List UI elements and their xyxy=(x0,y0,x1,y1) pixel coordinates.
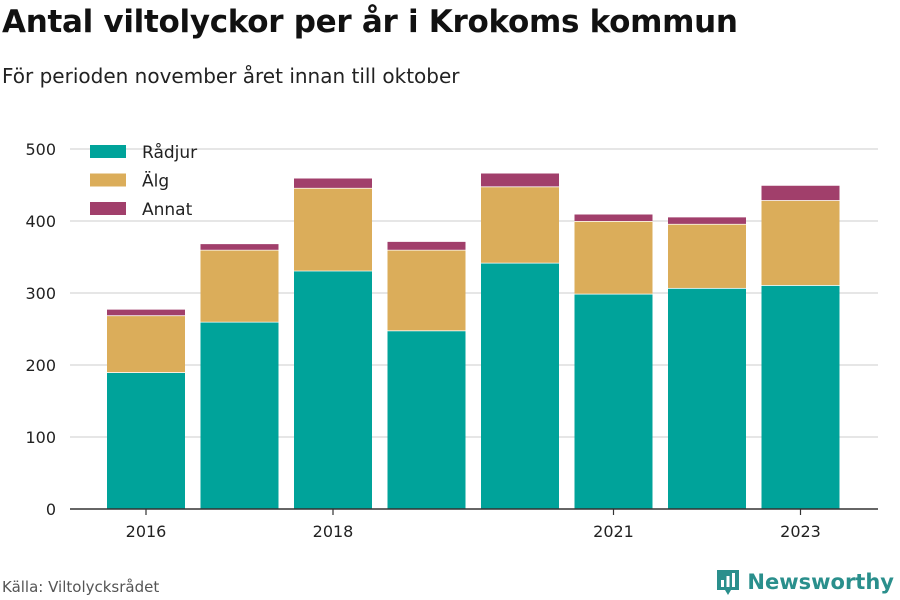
bar-segment xyxy=(107,308,185,316)
bar-segment xyxy=(481,172,559,187)
bar-segment xyxy=(107,372,185,509)
y-tick-label: 500 xyxy=(25,140,56,159)
bar-segment xyxy=(574,293,653,509)
x-tick-label: 2018 xyxy=(313,522,354,541)
bar-segment xyxy=(107,315,185,373)
legend-label: Älg xyxy=(142,171,169,192)
bar-segment xyxy=(668,223,746,288)
x-tick-label: 2023 xyxy=(780,522,821,541)
stacked-bar-chart: 0 100 200 300 400 500 2016 2018 2021 2023 Rådjur Äl… xyxy=(25,140,878,541)
bar-segment xyxy=(574,213,653,221)
bar-segment xyxy=(761,285,840,509)
bar-segment xyxy=(761,185,840,201)
y-tick-label: 0 xyxy=(46,500,56,519)
bar-segment xyxy=(481,262,559,509)
x-tick-label: 2016 xyxy=(126,522,167,541)
bar-segment xyxy=(387,241,466,250)
y-tick-label: 300 xyxy=(25,284,56,303)
bar-segment xyxy=(481,186,559,263)
brand-logo: Newsworthy xyxy=(715,568,894,596)
bar-segment xyxy=(574,221,653,294)
chart-title: Antal viltolyckor per år i Krokoms kommu… xyxy=(2,4,738,40)
bar-segment xyxy=(294,187,372,271)
chart-subtitle: För perioden november året innan till ok… xyxy=(2,64,460,88)
bar-segment xyxy=(200,243,279,250)
legend-swatch xyxy=(90,145,126,158)
legend-label: Rådjur xyxy=(142,142,197,163)
legend-swatch xyxy=(90,173,126,187)
source-note: Källa: Viltolycksrådet xyxy=(2,578,160,596)
legend-swatch xyxy=(90,202,126,215)
bar-segment xyxy=(294,270,372,509)
y-tick-label: 100 xyxy=(25,428,56,447)
bar-segment xyxy=(200,321,279,509)
brand-name: Newsworthy xyxy=(747,570,894,594)
bar-segment xyxy=(387,330,466,509)
y-tick-label: 400 xyxy=(25,212,56,231)
bar-segment xyxy=(668,287,746,509)
y-tick-label: 200 xyxy=(25,356,56,375)
bar-segment xyxy=(668,216,746,224)
legend-label: Annat xyxy=(142,200,193,220)
bar-segment xyxy=(761,200,840,286)
newsworthy-logo-icon xyxy=(717,570,740,595)
bar-segment xyxy=(200,249,279,322)
x-tick-label: 2021 xyxy=(593,522,634,541)
bar-segment xyxy=(387,249,466,331)
bar-segment xyxy=(294,177,372,188)
